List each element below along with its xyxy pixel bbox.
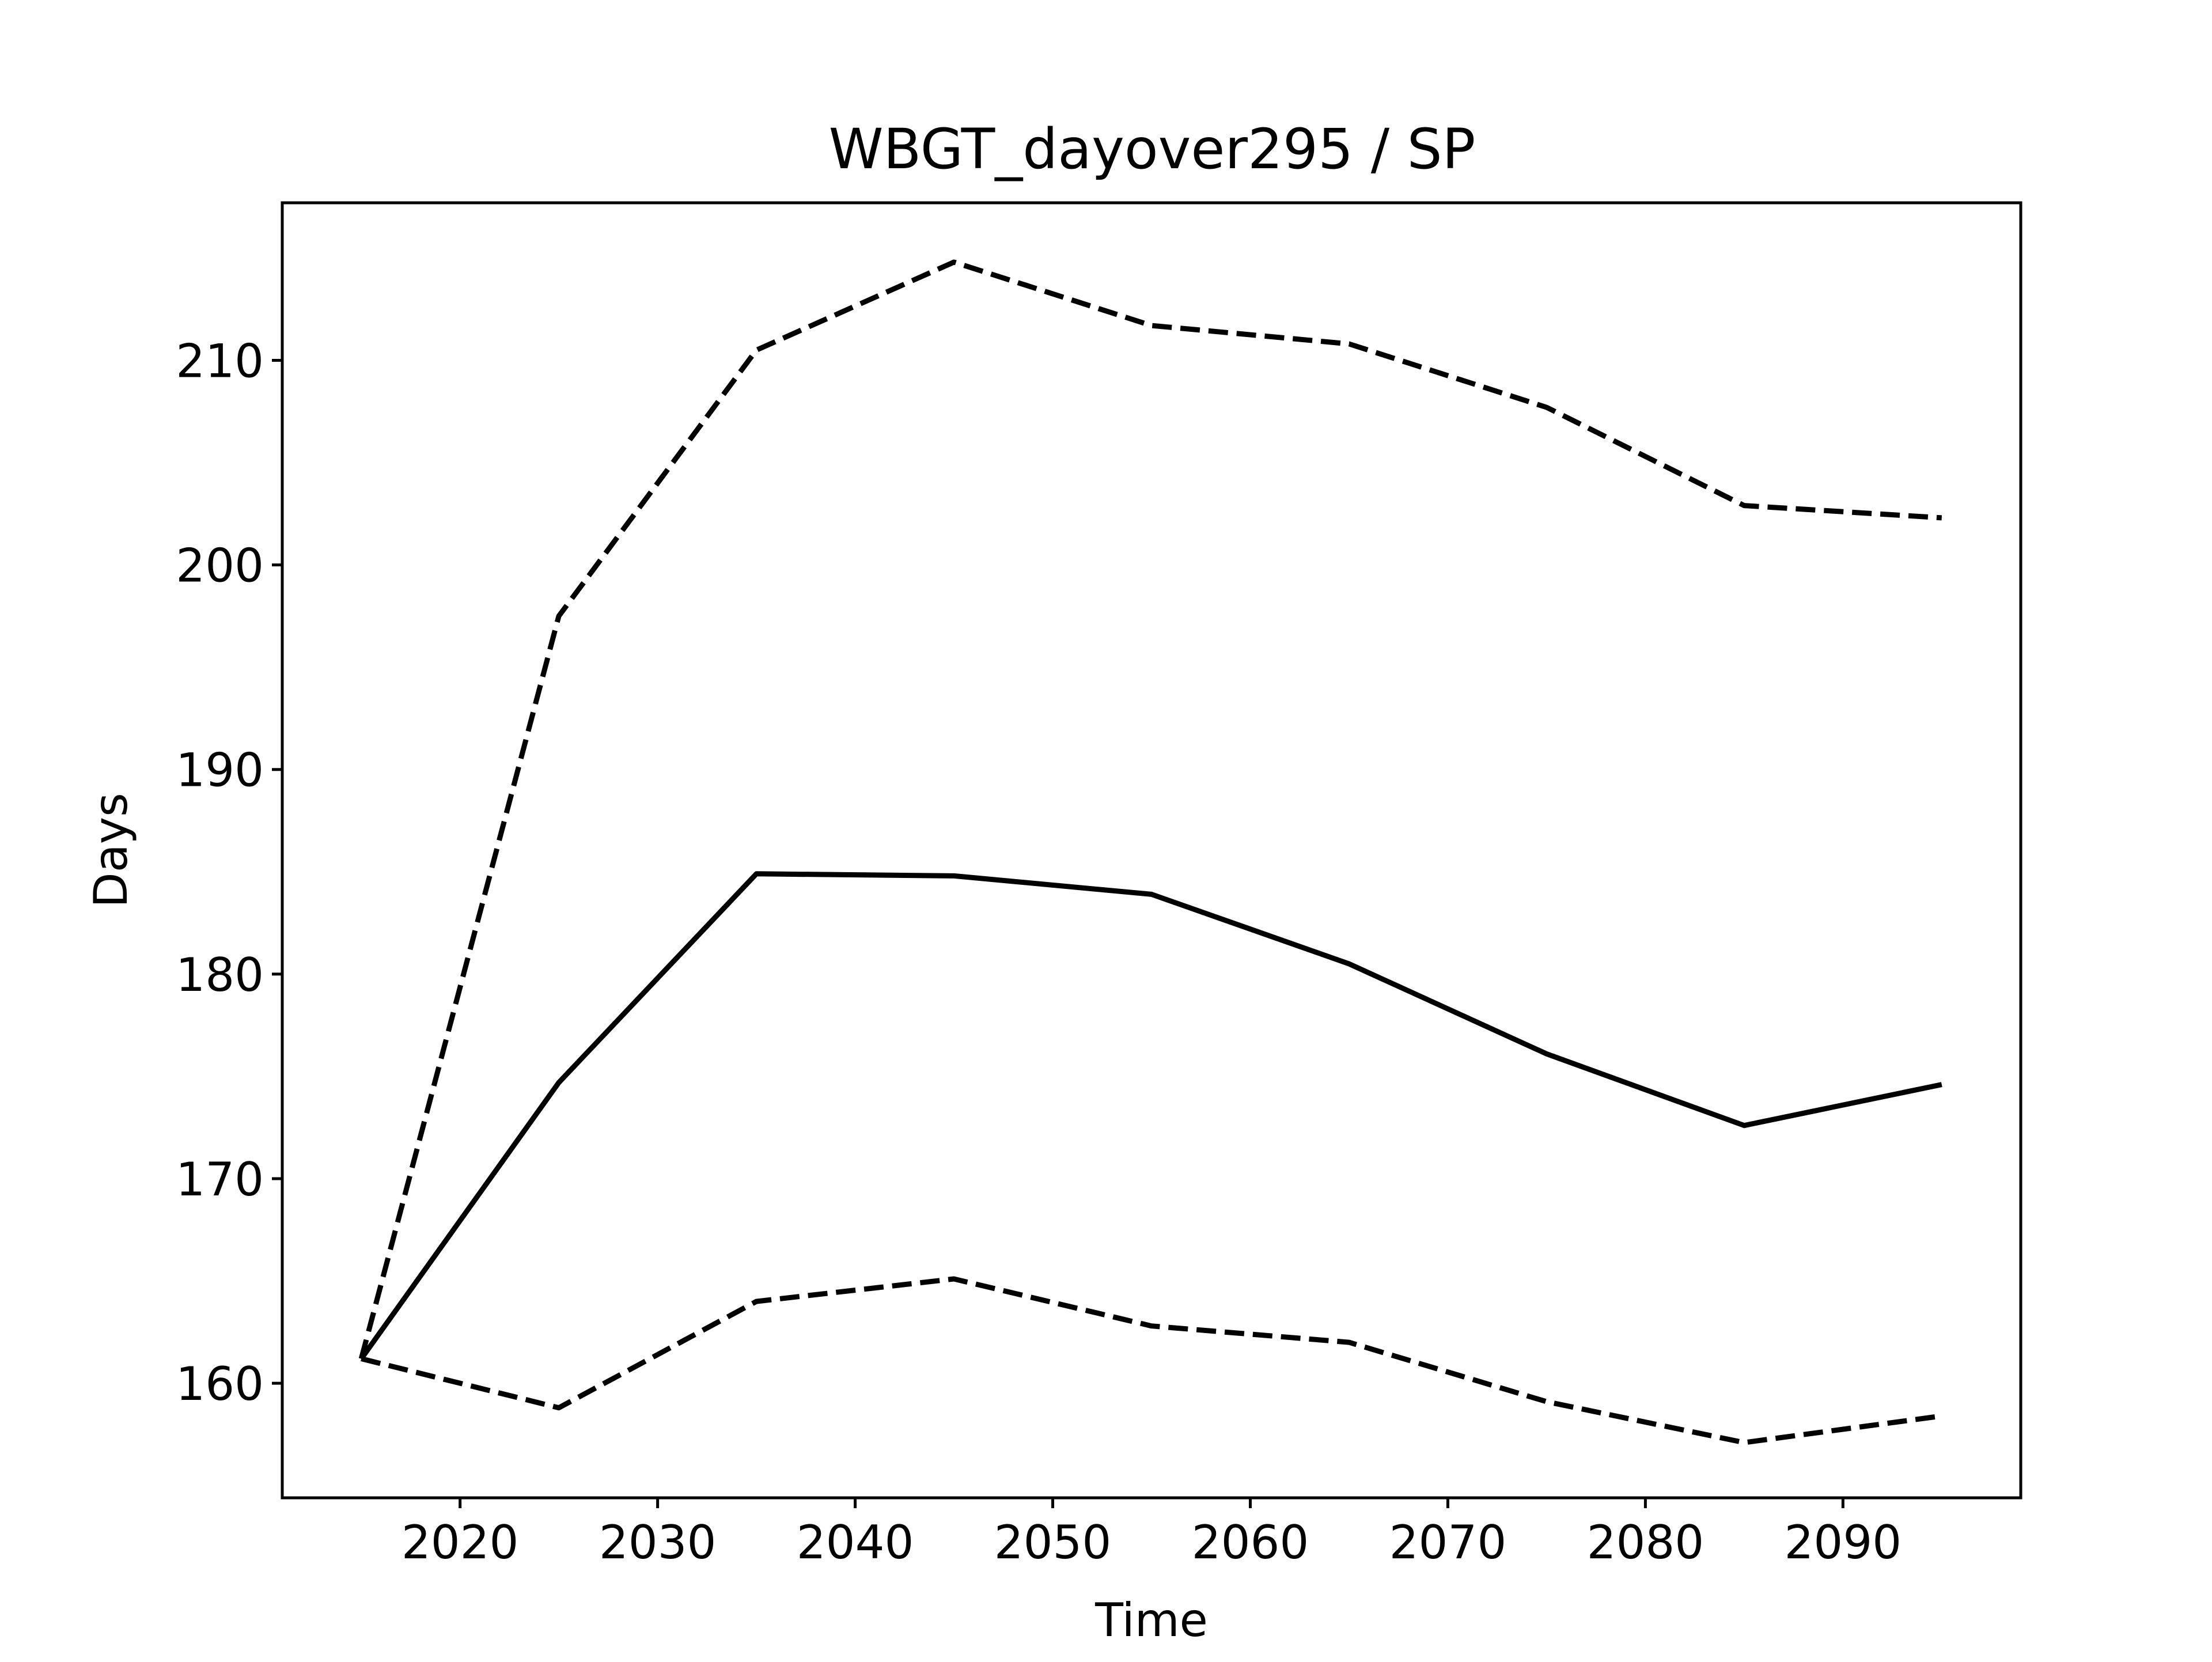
x-tick-label: 2060: [1192, 1516, 1309, 1569]
y-tick-label: 160: [176, 1357, 264, 1411]
y-tick-label: 200: [176, 539, 264, 593]
series-layer: [358, 259, 1942, 1445]
chart-title: WBGT_dayover295 / SP: [829, 117, 1476, 181]
x-axis: 2020 2030 2040 2050 2060 2070 2080 2090: [402, 1498, 1902, 1569]
x-tick-label: 2070: [1389, 1516, 1507, 1569]
plot-frame: [281, 201, 2022, 1500]
y-axis: 160 170 180 190 200 210: [176, 334, 282, 1411]
x-tick-label: 2020: [402, 1516, 519, 1569]
y-axis-label: Days: [84, 793, 138, 908]
x-tick-label: 2050: [994, 1516, 1112, 1569]
y-tick-label: 180: [176, 948, 264, 1002]
y-tick-label: 170: [176, 1153, 264, 1206]
x-tick-label: 2030: [599, 1516, 717, 1569]
series-line-1: [359, 871, 1942, 1361]
y-tick-label: 210: [176, 334, 264, 388]
series-line-3: [361, 1276, 1942, 1445]
x-tick-label: 2080: [1587, 1516, 1705, 1569]
y-tick-label: 190: [176, 744, 264, 797]
series-line-2: [358, 259, 1942, 1360]
x-tick-label: 2090: [1785, 1516, 1902, 1569]
x-axis-label: Time: [1094, 1593, 1208, 1647]
x-tick-label: 2040: [797, 1516, 914, 1569]
